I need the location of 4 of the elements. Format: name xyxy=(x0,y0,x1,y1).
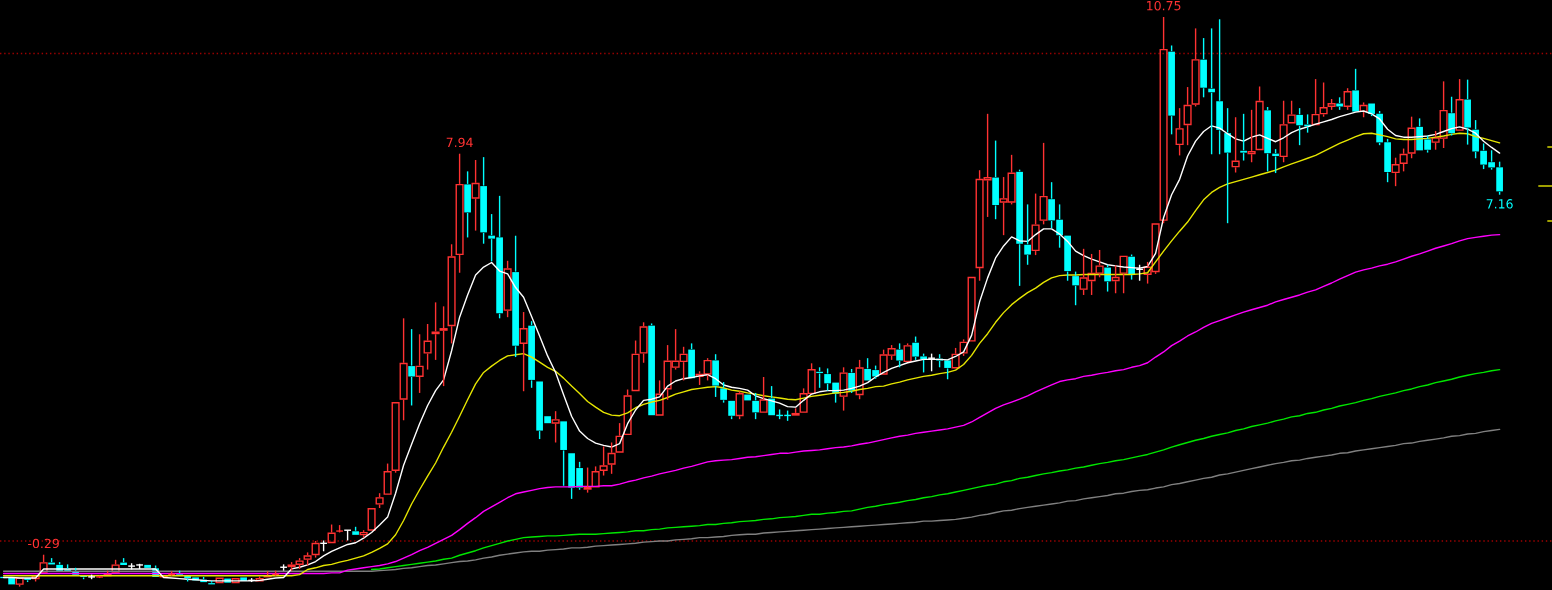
annotation: 10.75 xyxy=(1147,0,1181,11)
annotation: -0.29 xyxy=(28,538,59,549)
annotation: 7.16 xyxy=(1486,199,1513,209)
annotation: 7.94 xyxy=(446,137,473,148)
